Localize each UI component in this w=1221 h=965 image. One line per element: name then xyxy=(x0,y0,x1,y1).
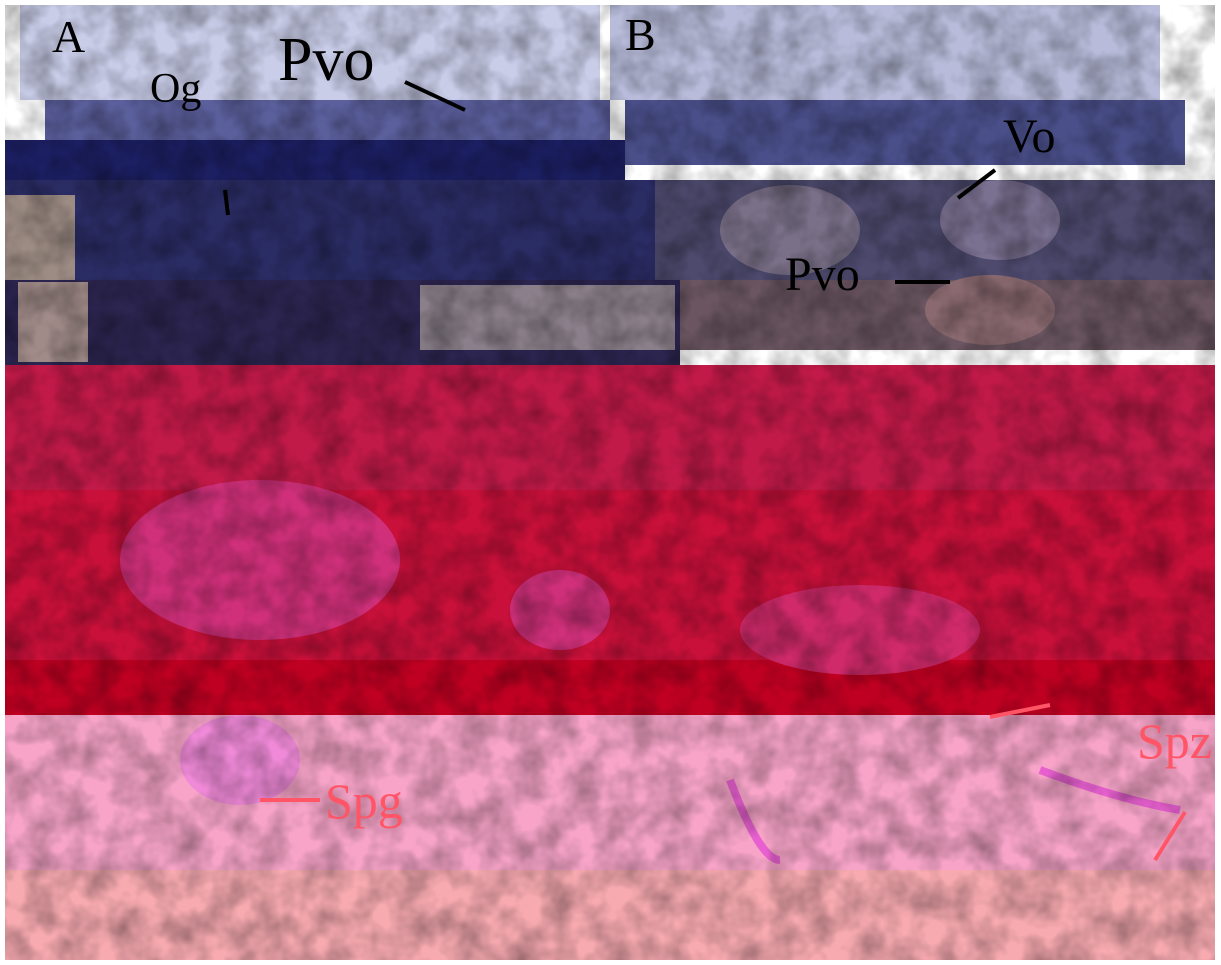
annotation: Pvo xyxy=(278,26,374,94)
annotation: Pvo xyxy=(785,248,860,301)
annotation: Vo xyxy=(1003,110,1055,163)
page: A B Og Pvo Vo Pvo Spg Spz (() => { const… xyxy=(0,0,1221,965)
annotation: Spz xyxy=(1137,713,1212,769)
annotation: Spg xyxy=(325,773,403,829)
annotation: Og xyxy=(150,66,201,112)
figure: A B Og Pvo Vo Pvo Spg Spz xyxy=(0,0,1221,965)
panel-label: A xyxy=(52,11,85,62)
panel-label: B xyxy=(625,9,656,60)
